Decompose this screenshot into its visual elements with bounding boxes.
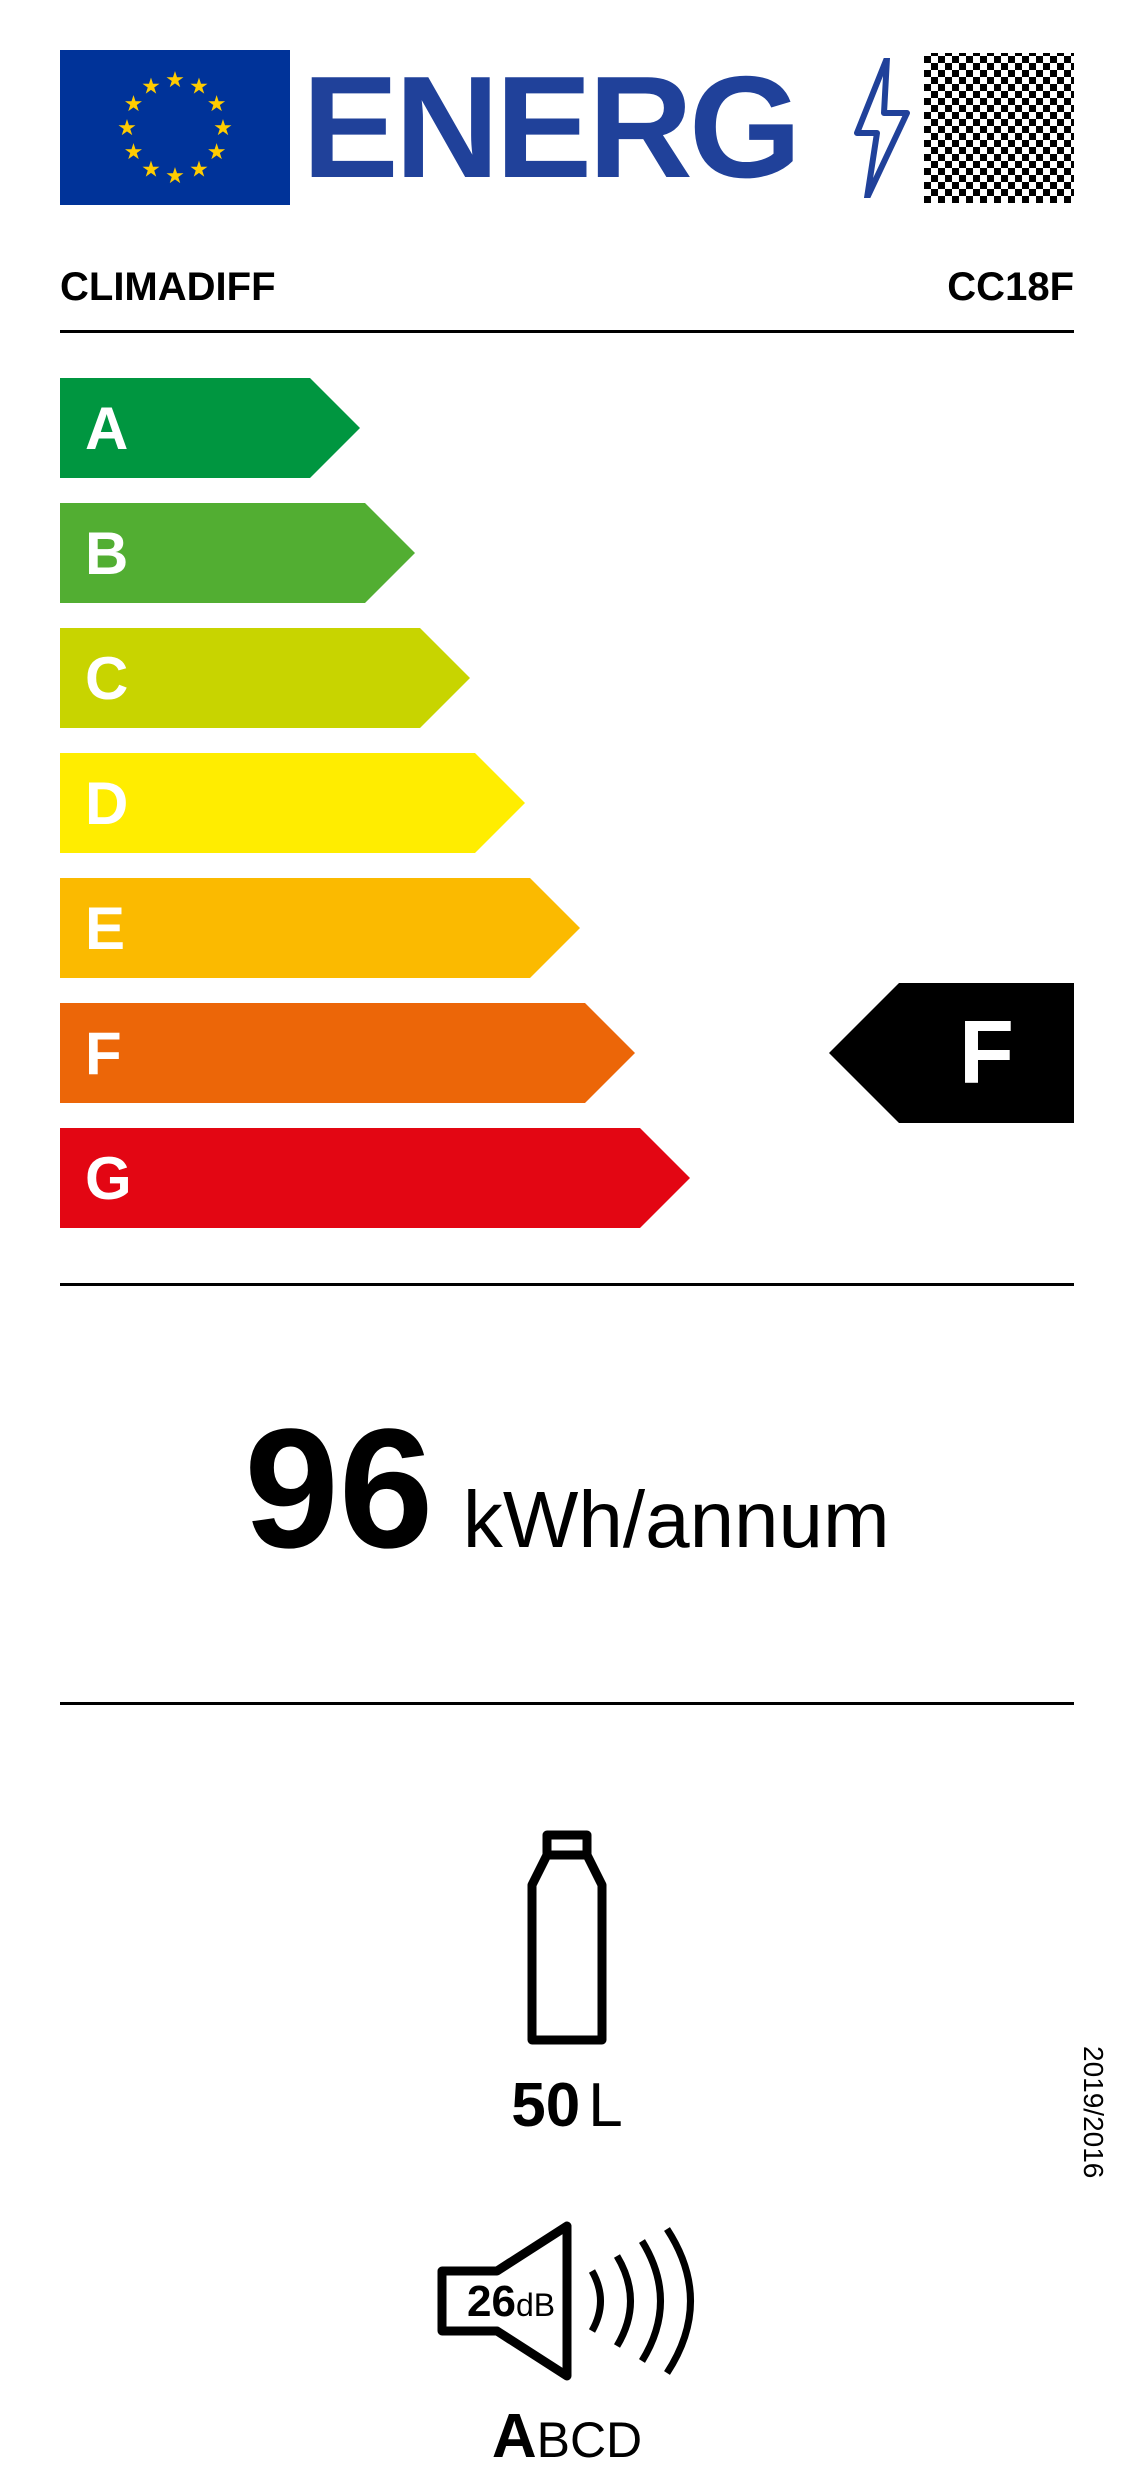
scale-letter: A	[60, 378, 310, 478]
brand-label: CLIMADIFF	[60, 265, 276, 310]
eu-flag-icon: ★★★★★★★★★★★★	[60, 50, 290, 205]
noise-class-scale: ABCD	[492, 2401, 642, 2472]
scale-row-c: C	[60, 628, 470, 728]
noise-class-rest: BCD	[537, 2412, 643, 2468]
arrow-tip	[475, 753, 525, 853]
volume-text: 50L	[511, 2070, 622, 2141]
scale-letter: F	[60, 1003, 585, 1103]
rating-arrow-tip	[829, 983, 899, 1123]
divider	[60, 1702, 1074, 1705]
arrow-tip	[420, 628, 470, 728]
regulation-label: 2019/2016	[1077, 2046, 1109, 2178]
header: ★★★★★★★★★★★★ ENERG	[60, 50, 1074, 205]
arrow-tip	[365, 503, 415, 603]
noise-spec: 26dB ABCD	[437, 2221, 697, 2472]
qr-code-icon	[924, 53, 1074, 203]
scale-letter: D	[60, 753, 475, 853]
arrow-tip	[640, 1128, 690, 1228]
consumption-unit: kWh/annum	[463, 1475, 890, 1564]
rating-letter: F	[899, 983, 1074, 1123]
bottle-icon	[517, 1830, 617, 2050]
lightning-icon	[852, 58, 912, 198]
specs-block: 50L 26dB ABCD	[60, 1750, 1074, 2472]
scale-letter: C	[60, 628, 420, 728]
energy-title: ENERG	[302, 62, 850, 193]
scale-row-f: F	[60, 1003, 635, 1103]
noise-class-active: A	[492, 2402, 537, 2471]
arrow-tip	[310, 378, 360, 478]
rating-arrow: F	[829, 983, 1074, 1123]
arrow-tip	[585, 1003, 635, 1103]
scale-letter: B	[60, 503, 365, 603]
svg-text:26dB: 26dB	[467, 2277, 555, 2326]
energy-scale: F ABCDEFG	[60, 378, 1074, 1238]
divider	[60, 1283, 1074, 1286]
scale-row-d: D	[60, 753, 525, 853]
scale-letter: E	[60, 878, 530, 978]
scale-row-e: E	[60, 878, 580, 978]
arrow-tip	[530, 878, 580, 978]
scale-row-a: A	[60, 378, 360, 478]
speaker-icon: 26dB	[437, 2221, 697, 2381]
volume-unit: L	[588, 2071, 622, 2140]
scale-letter: G	[60, 1128, 640, 1228]
consumption-value: 96	[244, 1394, 433, 1584]
volume-value: 50	[511, 2071, 580, 2140]
model-label: CC18F	[947, 265, 1074, 310]
product-row: CLIMADIFF CC18F	[60, 265, 1074, 333]
consumption-block: 96 kWh/annum	[60, 1331, 1074, 1657]
scale-row-b: B	[60, 503, 415, 603]
scale-row-g: G	[60, 1128, 690, 1228]
volume-spec: 50L	[511, 1830, 622, 2141]
